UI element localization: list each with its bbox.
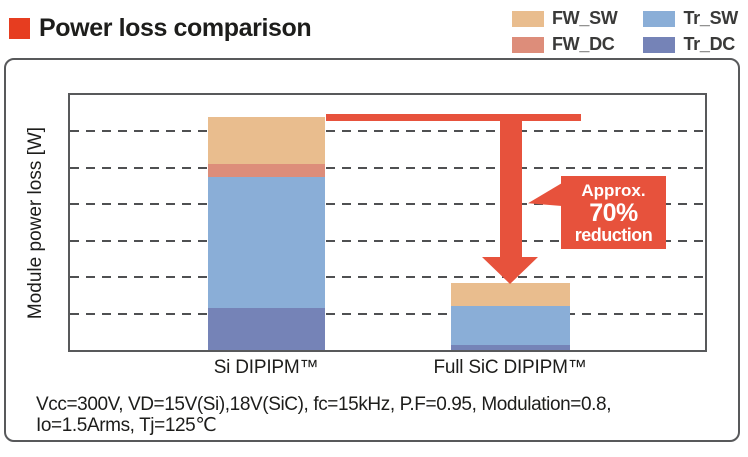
legend-item-fw_sw: FW_SW [511, 8, 618, 29]
legend-label: Tr_DC [683, 34, 736, 54]
page-title: Power loss comparison [9, 14, 312, 43]
callout-line1: Approx. [581, 180, 646, 200]
gridline [70, 130, 705, 133]
arrow-horizontal-line [326, 114, 581, 121]
legend-label: FW_SW [551, 8, 618, 28]
arrow-down-icon [482, 257, 538, 284]
legend-item-tr_dc: Tr_DC [643, 34, 738, 55]
plot-area [70, 95, 705, 350]
gridline [70, 312, 705, 315]
legend-label: FW_DC [551, 34, 615, 54]
arrow-shaft [500, 114, 522, 259]
category-label-si: Si DIPIPM™ [213, 357, 319, 378]
legend-swatch-icon [511, 36, 544, 53]
callout-line3: reduction [574, 224, 653, 245]
legend-item-fw_dc: FW_DC [511, 34, 618, 55]
category-label-sic: Full SiC DIPIPM™ [433, 357, 587, 378]
legend-swatch-icon [643, 10, 676, 27]
stacked-bar-si [208, 95, 325, 350]
reduction-callout: Approx. 70% reduction [561, 176, 666, 249]
legend: FW_SW Tr_SW FW_DC Tr_DC [511, 8, 738, 55]
test-conditions: Vcc=300V, VD=15V(Si),18V(SiC), fc=15kHz,… [36, 394, 611, 436]
legend-swatch-icon [643, 36, 676, 53]
y-axis-label: Module power loss [W] [25, 126, 46, 319]
gridline [70, 203, 705, 206]
bar-segment-tr_sw [208, 176, 325, 309]
legend-label: Tr_SW [683, 8, 738, 28]
y-axis-label-wrap: Module power loss [W] [14, 93, 58, 352]
bar-segment-fw_sw [451, 282, 570, 306]
page-title-text: Power loss comparison [39, 14, 312, 42]
gridline [70, 166, 705, 169]
gridline [70, 239, 705, 242]
bar-segment-tr_dc [451, 344, 570, 350]
bar-segment-tr_sw [451, 305, 570, 345]
bar-segment-fw_sw [208, 116, 325, 165]
bar-segment-fw_dc [208, 164, 325, 177]
test-conditions-line2: Io=1.5Arms, Tj=125℃ [36, 415, 217, 436]
bar-segment-tr_dc [208, 308, 325, 350]
stacked-bar-full-sic [451, 95, 570, 350]
plot-border [68, 93, 707, 352]
callout-line2: 70% [589, 198, 638, 227]
gridline [70, 276, 705, 279]
legend-swatch-icon [511, 10, 544, 27]
legend-item-tr_sw: Tr_SW [643, 8, 738, 29]
title-bullet-icon [9, 18, 30, 39]
test-conditions-line1: Vcc=300V, VD=15V(Si),18V(SiC), fc=15kHz,… [36, 394, 612, 415]
